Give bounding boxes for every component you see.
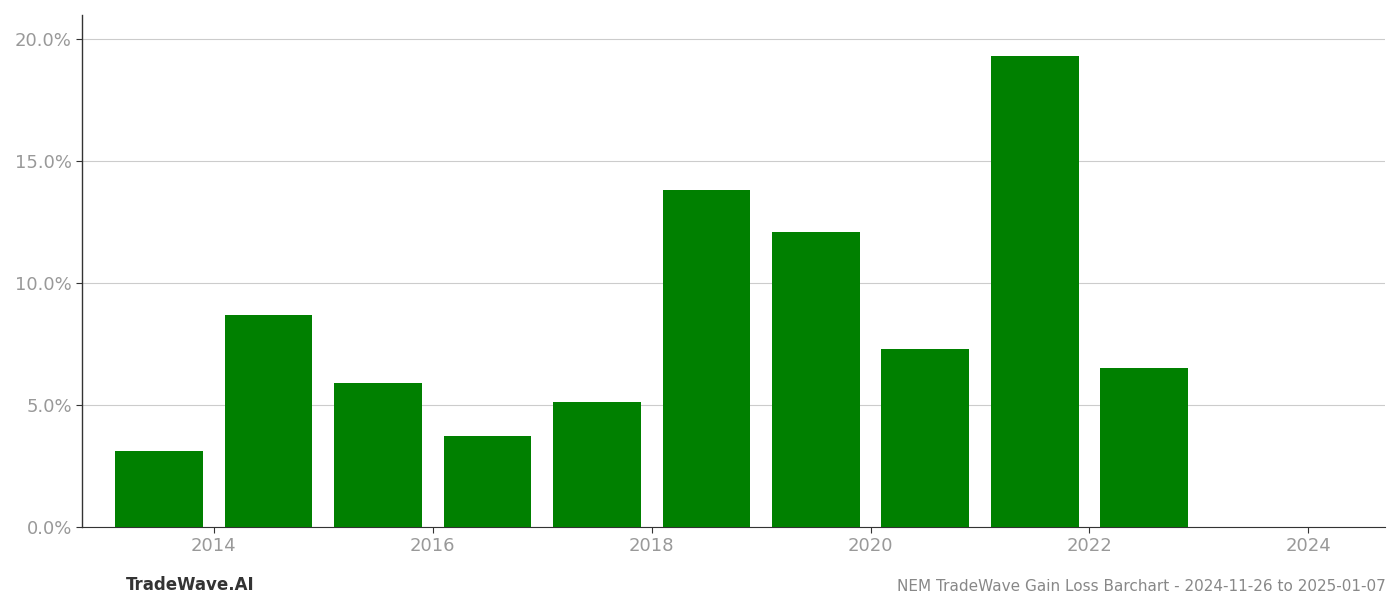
Bar bbox=[662, 190, 750, 527]
Text: TradeWave.AI: TradeWave.AI bbox=[126, 576, 255, 594]
Bar bbox=[1100, 368, 1189, 527]
Bar bbox=[991, 56, 1078, 527]
Bar bbox=[225, 314, 312, 527]
Text: NEM TradeWave Gain Loss Barchart - 2024-11-26 to 2025-01-07: NEM TradeWave Gain Loss Barchart - 2024-… bbox=[897, 579, 1386, 594]
Bar bbox=[115, 451, 203, 527]
Bar bbox=[771, 232, 860, 527]
Bar bbox=[444, 436, 531, 527]
Bar bbox=[553, 403, 641, 527]
Bar bbox=[335, 383, 421, 527]
Bar bbox=[882, 349, 969, 527]
